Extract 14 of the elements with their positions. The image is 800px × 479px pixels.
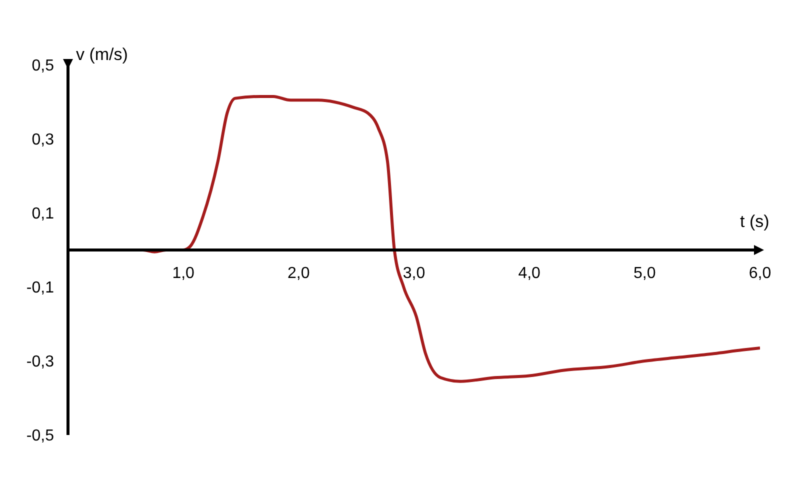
x-tick-label: 3,0 (402, 265, 426, 282)
y-tick-label: -0,3 (26, 354, 54, 371)
x-tick-label: 4,0 (518, 265, 541, 282)
y-axis-title: v (m/s) (76, 45, 128, 65)
x-axis-title: t (s) (740, 212, 770, 232)
x-tick-label: 2,0 (288, 265, 310, 282)
x-tick-label: 5,0 (634, 265, 656, 282)
y-tick-label: -0,5 (26, 428, 54, 445)
y-tick-label: 0,5 (32, 58, 54, 75)
y-tick-label: 0,3 (32, 132, 54, 149)
y-tick-label: 0,1 (32, 206, 54, 223)
x-tick-label: 6,0 (748, 265, 772, 282)
y-tick-label: -0,1 (26, 280, 54, 297)
x-tick-label: 1,0 (172, 265, 195, 282)
